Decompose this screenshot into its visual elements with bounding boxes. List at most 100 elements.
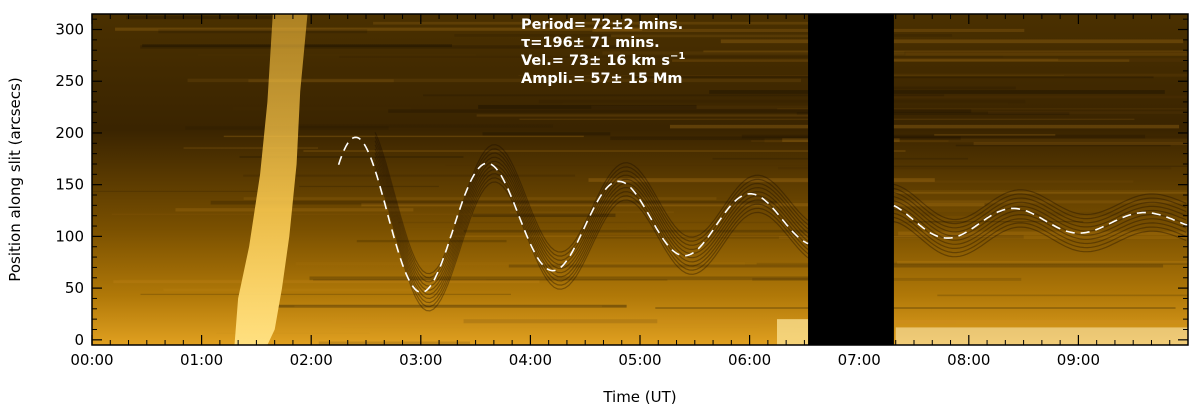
streak: [611, 34, 895, 38]
y-tick-label: 150: [55, 176, 84, 194]
streak: [318, 341, 471, 345]
y-tick-label: 0: [74, 331, 84, 349]
streak: [407, 228, 626, 229]
y-tick-label: 50: [65, 279, 84, 297]
x-axis-title: Time (UT): [602, 388, 676, 406]
streak: [672, 59, 1130, 62]
streak: [313, 279, 668, 281]
amplitude-annotation: Ampli.= 57± 15 Mm: [521, 71, 683, 87]
streak: [720, 39, 1184, 44]
fit-parameters: Period= 72±2 mins. τ=196± 71 mins. Vel.=…: [521, 17, 685, 87]
streak: [602, 51, 905, 55]
streak: [223, 135, 584, 138]
streak: [353, 327, 479, 329]
streak: [248, 79, 394, 83]
streak: [303, 150, 906, 153]
streak: [591, 105, 833, 109]
streak: [777, 166, 1172, 170]
streak: [210, 200, 777, 205]
streak: [482, 132, 611, 136]
streak: [309, 276, 857, 281]
streak: [875, 262, 1188, 265]
streak: [716, 76, 1144, 78]
velocity-annotation: Vel.= 73± 16 km s−1: [521, 51, 685, 69]
streak: [183, 147, 319, 149]
streak: [339, 55, 826, 58]
streak: [764, 138, 1188, 143]
ridge: [374, 148, 1187, 291]
streak: [655, 307, 1176, 309]
x-tick-label: 04:00: [509, 351, 552, 369]
streak: [331, 319, 957, 324]
streak: [897, 261, 1188, 264]
streak: [119, 279, 487, 281]
streak: [834, 73, 1188, 77]
ridge: [374, 161, 1187, 304]
streak: [361, 203, 985, 207]
streak: [294, 124, 554, 128]
data-gap: [808, 14, 894, 345]
streak: [538, 99, 1026, 104]
x-tick-label: 09:00: [1057, 351, 1100, 369]
streak: [398, 221, 967, 224]
streak: [140, 293, 511, 296]
streak: [243, 197, 717, 200]
streak: [830, 190, 1188, 194]
x-tick-label: 06:00: [728, 351, 771, 369]
streak: [859, 86, 1016, 90]
x-tick-label: 05:00: [618, 351, 661, 369]
damped-sine-fit-line: [337, 136, 1188, 294]
streak: [126, 15, 293, 20]
streak: [239, 155, 464, 158]
streak: [277, 304, 627, 308]
streak: [478, 104, 697, 109]
streak: [908, 221, 1084, 223]
streak: [233, 107, 411, 111]
ridge: [374, 169, 1187, 312]
y-axis-ticks: 0 50 100 150 200 250 300: [55, 18, 1188, 349]
streak: [872, 200, 1188, 204]
x-tick-label: 00:00: [70, 351, 113, 369]
streak: [852, 191, 1188, 195]
streak: [449, 235, 995, 237]
velocity-annotation-main: Vel.= 73± 16 km s: [521, 53, 670, 69]
streak: [934, 134, 1056, 136]
streak: [175, 208, 414, 212]
streak: [187, 78, 802, 83]
y-tick-label: 300: [55, 21, 84, 39]
ridge: [374, 144, 1187, 287]
streak: [987, 111, 1188, 114]
streak: [115, 27, 643, 31]
streak: [243, 174, 576, 177]
streak: [92, 190, 270, 192]
streak: [463, 229, 846, 233]
streak: [356, 239, 507, 243]
streak: [113, 280, 540, 284]
streak: [158, 29, 368, 34]
streak: [931, 308, 1112, 312]
streak: [973, 141, 1188, 146]
streak: [905, 52, 1188, 56]
streak: [577, 234, 1024, 239]
x-tick-label: 07:00: [838, 351, 881, 369]
streak: [921, 211, 1188, 216]
streak: [669, 124, 1180, 129]
streak: [839, 165, 1188, 167]
streak: [454, 34, 953, 37]
x-tick-label: 01:00: [180, 351, 223, 369]
velocity-annotation-exponent: −1: [670, 51, 685, 62]
x-tick-label: 02:00: [290, 351, 333, 369]
streak: [709, 90, 1165, 94]
streak: [472, 213, 616, 218]
streak: [778, 235, 1188, 240]
ridge: [374, 140, 1187, 283]
bright-patch: [777, 319, 809, 345]
streak: [898, 231, 1188, 236]
ridge: [374, 132, 1187, 275]
streak: [198, 55, 476, 56]
streak: [140, 45, 629, 49]
streak: [937, 294, 1188, 297]
ridge: [374, 136, 1187, 279]
streak: [741, 134, 1146, 139]
